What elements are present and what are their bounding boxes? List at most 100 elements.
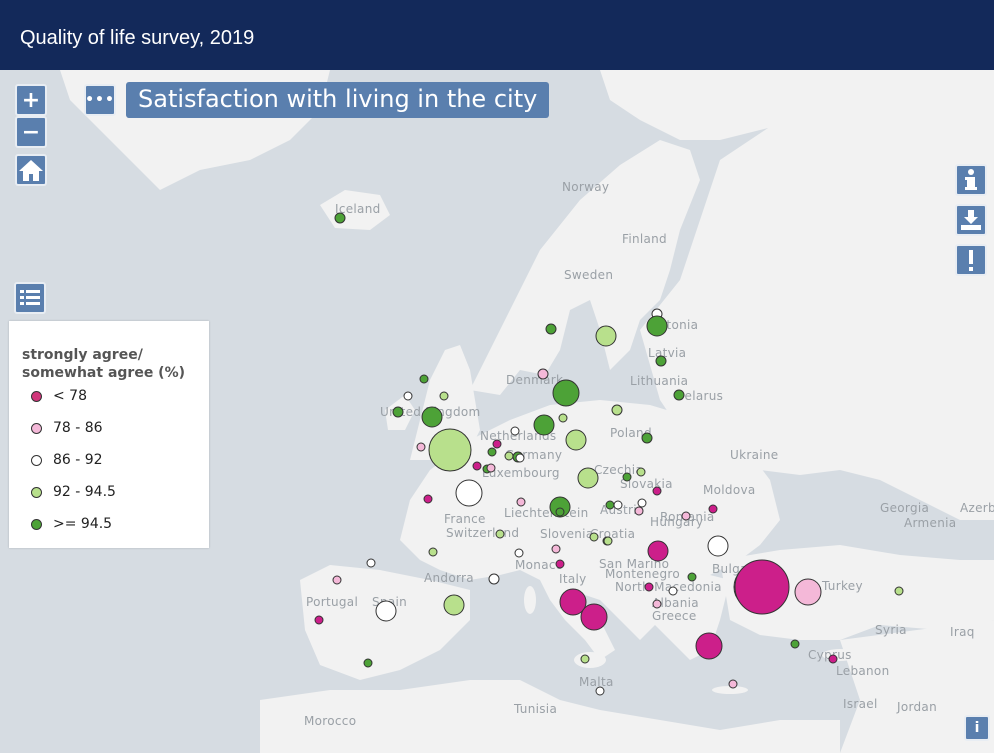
city-bubble[interactable] (334, 212, 346, 224)
city-bubble-small[interactable] (728, 679, 738, 689)
city-bubble-small[interactable] (637, 498, 647, 508)
place-label: Andorra (424, 571, 474, 585)
city-bubble-small[interactable] (828, 654, 838, 664)
city-bubble[interactable] (565, 429, 587, 451)
app-header: Quality of life survey, 2019 (0, 0, 994, 70)
city-bubble[interactable] (428, 428, 472, 472)
city-bubble-small[interactable] (634, 506, 644, 516)
zoom-in-button[interactable]: + (15, 84, 47, 116)
city-bubble-small[interactable] (687, 572, 697, 582)
alert-button[interactable] (955, 244, 987, 276)
city-bubble-small[interactable] (419, 374, 429, 384)
place-label: Latvia (648, 346, 686, 360)
city-bubble-small[interactable] (332, 575, 342, 585)
city-bubble-small[interactable] (423, 494, 433, 504)
info-button[interactable] (955, 164, 987, 196)
city-bubble[interactable] (552, 379, 580, 407)
city-bubble-small[interactable] (510, 426, 520, 436)
city-bubble[interactable] (695, 632, 723, 660)
city-bubble-small[interactable] (504, 451, 514, 461)
download-icon (961, 210, 981, 230)
legend-title: strongly agree/ somewhat agree (%) (22, 347, 186, 381)
city-bubble-small[interactable] (603, 536, 613, 546)
city-bubble-small[interactable] (558, 413, 568, 423)
city-bubble[interactable] (673, 389, 685, 401)
city-bubble-small[interactable] (514, 548, 524, 558)
city-bubble-small[interactable] (363, 658, 373, 668)
city-bubble-small[interactable] (894, 586, 904, 596)
attribution-info-button[interactable]: i (964, 715, 990, 741)
city-bubble[interactable] (392, 406, 404, 418)
map-view[interactable]: Iceland Norway Finland Sweden Estonia Latvia D… (0, 70, 994, 753)
legend-panel: strongly agree/ somewhat agree (%) < 78 … (9, 321, 209, 548)
place-label: Sweden (564, 268, 613, 282)
city-bubble-small[interactable] (416, 442, 426, 452)
city-bubble-small[interactable] (314, 615, 324, 625)
city-bubble-small[interactable] (668, 586, 678, 596)
place-label: Poland (610, 426, 652, 440)
city-bubble[interactable] (734, 559, 790, 615)
city-bubble[interactable] (443, 594, 465, 616)
city-bubble[interactable] (580, 603, 608, 631)
city-bubble[interactable] (707, 535, 729, 557)
place-label: Albania (652, 596, 699, 610)
city-bubble[interactable] (655, 355, 667, 367)
city-bubble-small[interactable] (613, 500, 623, 510)
city-bubble-small[interactable] (681, 511, 691, 521)
legend-item: 86 - 92 (31, 450, 103, 470)
city-bubble-small[interactable] (622, 472, 632, 482)
legend-label: 78 - 86 (53, 420, 103, 436)
city-bubble[interactable] (647, 540, 669, 562)
city-bubble-small[interactable] (644, 582, 654, 592)
city-bubble-small[interactable] (428, 547, 438, 557)
city-bubble-small[interactable] (595, 686, 605, 696)
city-bubble-small[interactable] (652, 486, 662, 496)
city-bubble-small[interactable] (486, 463, 496, 473)
city-bubble[interactable] (545, 323, 557, 335)
city-bubble-small[interactable] (636, 467, 646, 477)
city-bubble-small[interactable] (790, 639, 800, 649)
place-label: Moldova (703, 483, 756, 497)
city-bubble[interactable] (641, 432, 653, 444)
zoom-out-button[interactable]: − (15, 116, 47, 148)
city-bubble[interactable] (455, 479, 483, 507)
city-bubble[interactable] (537, 368, 549, 380)
city-bubble[interactable] (559, 588, 587, 616)
city-bubble-small[interactable] (403, 391, 413, 401)
city-bubble-small[interactable] (515, 453, 525, 463)
place-label: Israel (843, 697, 878, 711)
city-bubble-small[interactable] (652, 599, 662, 609)
city-bubble-small[interactable] (472, 461, 482, 471)
city-bubble[interactable] (646, 315, 668, 337)
city-bubble[interactable] (488, 573, 500, 585)
city-bubble-small[interactable] (580, 654, 590, 664)
city-bubble-small[interactable] (492, 439, 502, 449)
place-label: Iraq (950, 625, 975, 639)
city-bubble[interactable] (611, 404, 623, 416)
place-label: Armenia (904, 516, 956, 530)
city-bubble[interactable] (577, 467, 599, 489)
city-bubble-small[interactable] (487, 447, 497, 457)
city-bubble-small[interactable] (439, 391, 449, 401)
place-label: Switzerland (446, 526, 519, 540)
city-bubble-small[interactable] (551, 544, 561, 554)
city-bubble[interactable] (549, 496, 571, 518)
city-bubble-small[interactable] (589, 532, 599, 542)
place-label: Morocco (304, 714, 356, 728)
legend-toggle-button[interactable] (14, 282, 46, 314)
city-bubble-small[interactable] (555, 507, 565, 517)
city-bubble-small[interactable] (555, 559, 565, 569)
city-bubble[interactable] (375, 600, 397, 622)
city-bubble[interactable] (794, 578, 822, 606)
city-bubble-small[interactable] (605, 500, 615, 510)
city-bubble-small[interactable] (495, 529, 505, 539)
city-bubble-small[interactable] (708, 504, 718, 514)
city-bubble-small[interactable] (366, 558, 376, 568)
more-options-button[interactable]: ••• (84, 84, 116, 116)
home-button[interactable] (15, 154, 47, 186)
city-bubble[interactable] (421, 406, 443, 428)
city-bubble[interactable] (533, 414, 555, 436)
city-bubble[interactable] (595, 325, 617, 347)
city-bubble-small[interactable] (516, 497, 526, 507)
download-button[interactable] (955, 204, 987, 236)
